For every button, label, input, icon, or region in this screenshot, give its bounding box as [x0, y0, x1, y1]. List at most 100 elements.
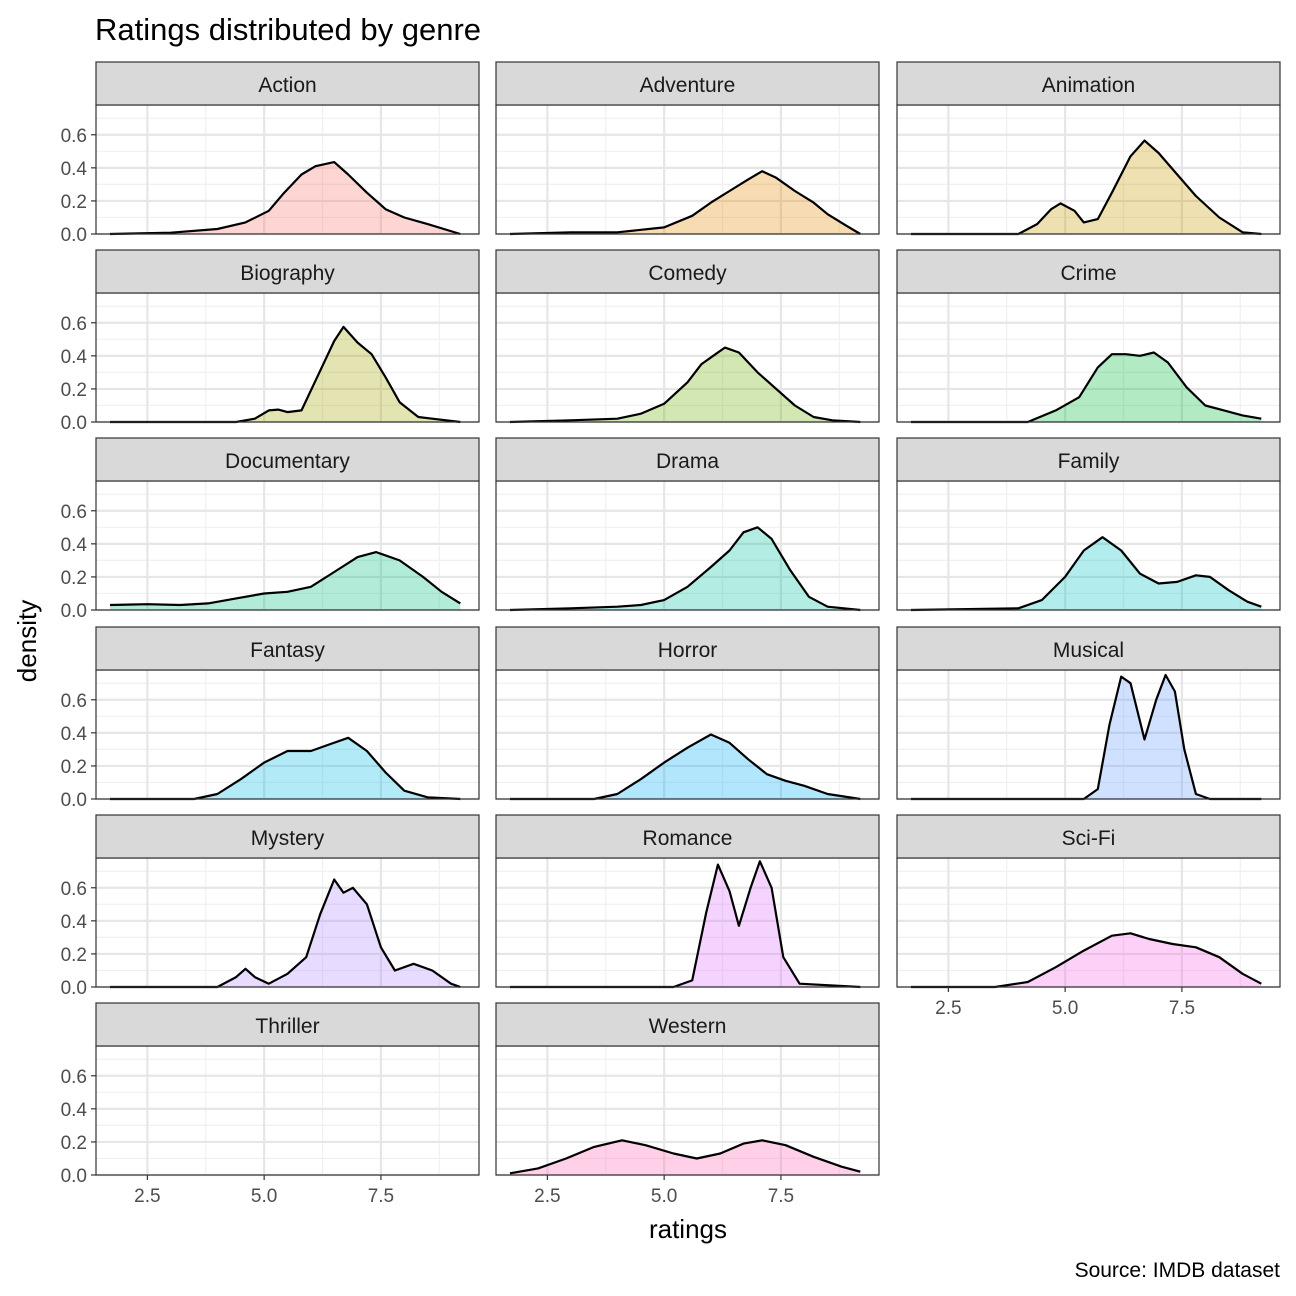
panel-background [496, 1046, 879, 1175]
density-area [110, 552, 461, 610]
panel-background [96, 1046, 479, 1175]
facet-strip [896, 814, 1281, 859]
facet-crime: Crime [896, 249, 1281, 424]
y-tick-label: 0.0 [61, 1166, 87, 1187]
facet-drama: Drama [495, 437, 880, 612]
density-line [911, 351, 1262, 424]
y-tick-label: 0.2 [61, 945, 87, 966]
facet-label: Sci-Fi [1062, 827, 1116, 850]
facet-label: Drama [656, 450, 719, 473]
facet-label: Crime [1061, 262, 1117, 285]
density-area [510, 1140, 861, 1175]
density-area [510, 861, 861, 987]
x-axis-title: ratings [649, 1214, 727, 1244]
facet-strip [495, 437, 880, 482]
density-area [911, 675, 1262, 799]
y-tick-label: 0.6 [61, 502, 87, 523]
facet-strip [495, 1002, 880, 1047]
x-tick-label: 7.5 [368, 1186, 394, 1207]
facet-strip [95, 249, 480, 294]
y-tick-label: 0.6 [61, 1067, 87, 1088]
panel-background [496, 858, 879, 987]
panel-background [96, 105, 479, 234]
panel-background [897, 481, 1280, 610]
density-area [911, 537, 1262, 610]
y-tick-label: 0.2 [61, 757, 87, 778]
density-line [509, 526, 861, 612]
facet-animation: Animation [896, 61, 1281, 236]
x-tick-label: 2.5 [134, 1186, 160, 1207]
y-tick-label: 0.0 [61, 978, 87, 999]
density-line [911, 673, 1262, 801]
y-tick-label: 0.4 [61, 347, 88, 368]
density-area [911, 933, 1262, 987]
y-tick-label: 0.4 [61, 724, 88, 745]
facet-strip [495, 814, 880, 859]
facet-label: Western [649, 1015, 727, 1038]
density-line [510, 860, 861, 989]
facet-label: Biography [240, 262, 335, 285]
facet-strip [95, 61, 480, 106]
density-line [109, 161, 461, 236]
facet-label: Action [258, 74, 316, 97]
y-tick-label: 0.4 [61, 159, 88, 180]
facet-adventure: Adventure [495, 61, 880, 236]
density-area [510, 734, 861, 799]
density-area [110, 879, 461, 987]
panel-background [897, 670, 1280, 799]
facet-family: Family [896, 437, 1281, 612]
x-tick-label: 5.0 [651, 1186, 677, 1207]
facet-label: Thriller [255, 1015, 319, 1038]
facet-strip [495, 249, 880, 294]
facet-action: Action 0.0 0.2 0.4 0.6 [61, 61, 480, 246]
y-tick-label: 0.6 [61, 691, 87, 712]
facet-strip [896, 437, 1281, 482]
y-tick-label: 0.0 [61, 601, 87, 622]
panel-background [496, 481, 879, 610]
density-line [110, 325, 461, 424]
facet-strip [95, 626, 480, 671]
density-line [509, 170, 861, 236]
facet-label: Romance [643, 827, 733, 850]
facet-biography: Biography 0.0 0.2 0.4 0.6 [61, 249, 480, 434]
y-tick-label: 0.0 [61, 225, 87, 246]
density-area [911, 140, 1262, 234]
y-axis-title: density [12, 600, 42, 682]
panel-background [897, 293, 1280, 422]
x-tick-label: 7.5 [1169, 998, 1195, 1019]
x-tick-label: 2.5 [534, 1186, 560, 1207]
density-line [910, 536, 1262, 612]
facet-label: Mystery [251, 827, 325, 850]
x-tick-label: 5.0 [1052, 998, 1078, 1019]
facet-strip [95, 814, 480, 859]
panel-background [496, 670, 879, 799]
density-line [110, 878, 461, 989]
facet-label: Family [1058, 450, 1120, 473]
density-line [510, 733, 861, 801]
facet-romance: Romance [495, 814, 880, 989]
facet-documentary: Documentary 0.0 0.2 0.4 0.6 [61, 437, 480, 622]
facet-label: Comedy [648, 262, 727, 285]
y-tick-label: 0.2 [61, 568, 87, 589]
facet-fantasy: Fantasy 0.0 0.2 0.4 0.6 [61, 626, 480, 811]
density-line [110, 736, 461, 801]
facet-label: Animation [1042, 74, 1135, 97]
facet-strip [896, 61, 1281, 106]
facet-panels: Action 0.0 0.2 0.4 0.6 Adventure Animation Biog… [61, 61, 1281, 1207]
panel-background [96, 481, 479, 610]
x-tick-label: 7.5 [768, 1186, 794, 1207]
facet-strip [495, 626, 880, 671]
y-tick-label: 0.2 [61, 1133, 87, 1154]
facet-mystery: Mystery 0.0 0.2 0.4 0.6 [61, 814, 480, 999]
facet-label: Documentary [225, 450, 350, 473]
y-tick-label: 0.4 [61, 1100, 88, 1121]
x-tick-label: 2.5 [935, 998, 961, 1019]
density-area [110, 162, 461, 234]
facet-label: Horror [658, 639, 718, 662]
y-tick-label: 0.6 [61, 126, 87, 147]
density-line [509, 346, 861, 424]
density-area [110, 737, 461, 799]
facet-strip [896, 249, 1281, 294]
panel-background [96, 670, 479, 799]
